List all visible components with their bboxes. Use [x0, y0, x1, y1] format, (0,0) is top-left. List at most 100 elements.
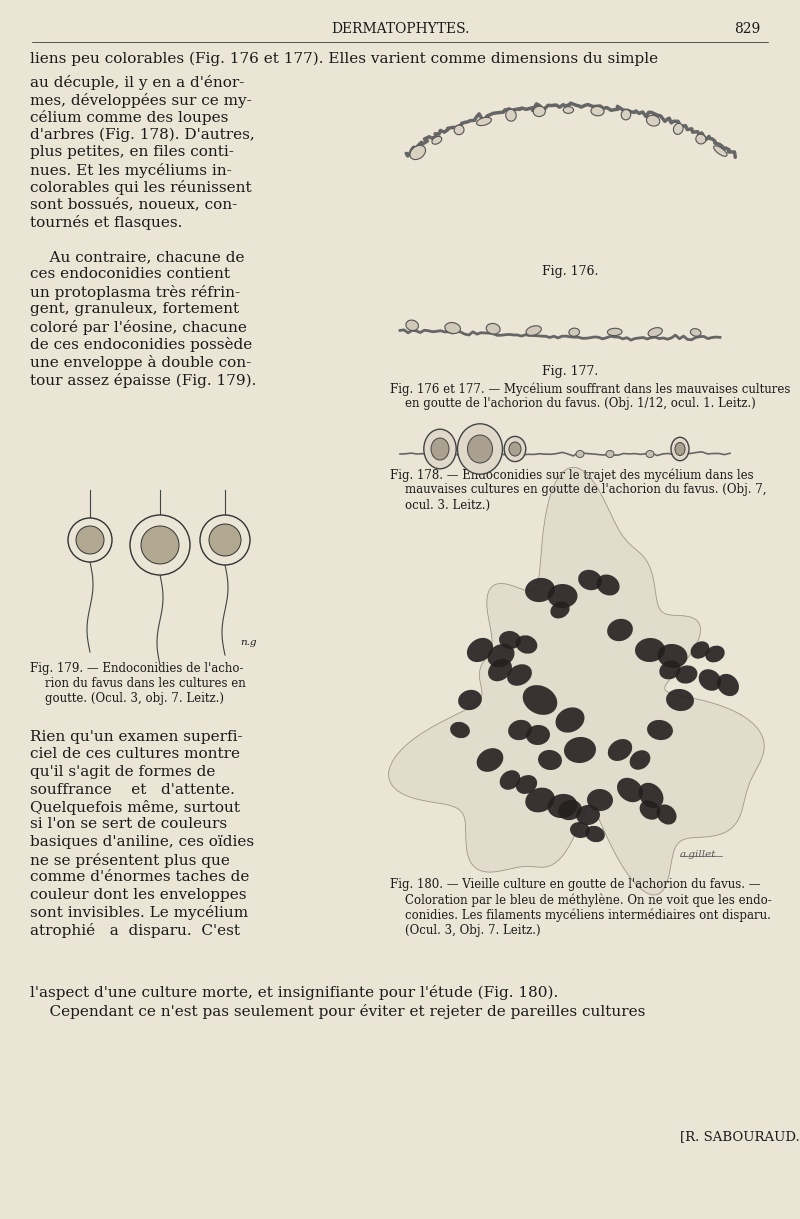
Ellipse shape [538, 750, 562, 770]
Text: Fig. 180. — Vieille culture en goutte de l'achorion du favus. —
    Coloration p: Fig. 180. — Vieille culture en goutte de… [390, 878, 772, 937]
Ellipse shape [674, 123, 683, 134]
Ellipse shape [563, 106, 574, 113]
Text: d'arbres (Fig. 178). D'autres,: d'arbres (Fig. 178). D'autres, [30, 128, 254, 141]
Text: n.g: n.g [240, 638, 257, 647]
Text: Quelquefois même, surtout: Quelquefois même, surtout [30, 800, 240, 816]
Ellipse shape [406, 321, 418, 330]
Ellipse shape [607, 619, 633, 641]
Text: colorables qui les réunissent: colorables qui les réunissent [30, 180, 252, 195]
Ellipse shape [504, 436, 526, 462]
Ellipse shape [564, 737, 596, 763]
Text: comme d'énormes taches de: comme d'énormes taches de [30, 870, 250, 884]
Ellipse shape [486, 323, 500, 334]
Ellipse shape [578, 569, 602, 590]
Ellipse shape [500, 770, 520, 790]
Ellipse shape [658, 644, 687, 668]
Ellipse shape [646, 451, 654, 457]
Ellipse shape [508, 720, 532, 740]
Text: DERMATOPHYTES.: DERMATOPHYTES. [331, 22, 469, 37]
Ellipse shape [141, 527, 179, 564]
Ellipse shape [608, 739, 632, 761]
Ellipse shape [570, 822, 590, 837]
Text: mes, développées sur ce my-: mes, développées sur ce my- [30, 93, 252, 107]
Text: nues. Et les mycéliums in-: nues. Et les mycéliums in- [30, 162, 232, 178]
Ellipse shape [487, 644, 514, 667]
Ellipse shape [526, 787, 554, 812]
Ellipse shape [450, 722, 470, 739]
Text: gent, granuleux, fortement: gent, granuleux, fortement [30, 302, 239, 317]
Ellipse shape [477, 748, 503, 772]
Ellipse shape [659, 661, 681, 679]
Ellipse shape [534, 106, 546, 117]
Ellipse shape [525, 578, 555, 602]
Ellipse shape [431, 438, 449, 460]
Text: atrophié   a  disparu.  C'est: atrophié a disparu. C'est [30, 923, 240, 937]
Ellipse shape [585, 825, 605, 842]
Ellipse shape [675, 442, 685, 456]
Ellipse shape [576, 451, 584, 457]
Ellipse shape [606, 451, 614, 457]
Ellipse shape [488, 658, 512, 681]
Text: liens peu colorables (Fig. 176 et 177). Elles varient comme dimensions du simple: liens peu colorables (Fig. 176 et 177). … [30, 52, 658, 66]
Ellipse shape [526, 325, 542, 335]
Ellipse shape [432, 137, 442, 144]
Text: Fig. 176.: Fig. 176. [542, 265, 598, 278]
Text: tournés et flasques.: tournés et flasques. [30, 215, 182, 230]
Text: Au contraire, chacune de: Au contraire, chacune de [30, 250, 245, 265]
Ellipse shape [200, 514, 250, 564]
Ellipse shape [657, 805, 677, 824]
Text: couleur dont les enveloppes: couleur dont les enveloppes [30, 887, 246, 902]
Text: qu'il s'agit de formes de: qu'il s'agit de formes de [30, 766, 215, 779]
Ellipse shape [467, 638, 493, 662]
Ellipse shape [467, 435, 493, 463]
Ellipse shape [424, 429, 456, 469]
Ellipse shape [569, 328, 579, 336]
Ellipse shape [550, 601, 570, 618]
Text: si l'on se sert de couleurs: si l'on se sert de couleurs [30, 818, 227, 831]
Polygon shape [389, 467, 764, 895]
Ellipse shape [591, 106, 604, 116]
Ellipse shape [690, 641, 710, 658]
Ellipse shape [499, 631, 521, 649]
Text: [R. SABOURAUD.]: [R. SABOURAUD.] [680, 1130, 800, 1143]
Text: un protoplasma très réfrin-: un protoplasma très réfrin- [30, 285, 240, 300]
Text: célium comme des loupes: célium comme des loupes [30, 110, 228, 126]
Ellipse shape [648, 328, 662, 336]
Ellipse shape [666, 689, 694, 711]
Ellipse shape [676, 666, 698, 684]
Text: Fig. 178. — Endoconidies sur le trajet des mycélium dans les
    mauvaises cultu: Fig. 178. — Endoconidies sur le trajet d… [390, 468, 766, 512]
Ellipse shape [706, 646, 725, 662]
Ellipse shape [547, 794, 578, 818]
Ellipse shape [555, 707, 585, 733]
Ellipse shape [607, 328, 622, 335]
Ellipse shape [410, 145, 426, 160]
Ellipse shape [671, 438, 689, 461]
Text: souffrance    et   d'attente.: souffrance et d'attente. [30, 783, 235, 796]
Ellipse shape [690, 329, 701, 336]
Ellipse shape [587, 789, 613, 811]
Text: tour assez épaisse (Fig. 179).: tour assez épaisse (Fig. 179). [30, 373, 256, 388]
Ellipse shape [68, 518, 112, 562]
Text: ces endoconidies contient: ces endoconidies contient [30, 267, 230, 282]
Ellipse shape [507, 664, 532, 686]
Ellipse shape [522, 685, 558, 714]
Text: sont invisibles. Le mycélium: sont invisibles. Le mycélium [30, 904, 248, 920]
Ellipse shape [526, 725, 550, 745]
Ellipse shape [630, 750, 650, 769]
Text: l'aspect d'une culture morte, et insignifiante pour l'étude (Fig. 180).: l'aspect d'une culture morte, et insigni… [30, 985, 558, 1000]
Text: de ces endoconidies possède: de ces endoconidies possède [30, 338, 252, 352]
Ellipse shape [547, 584, 578, 608]
Ellipse shape [458, 690, 482, 711]
Text: Fig. 176 et 177. — Mycélium souffrant dans les mauvaises cultures
    en goutte : Fig. 176 et 177. — Mycélium souffrant da… [390, 382, 790, 411]
Ellipse shape [516, 775, 537, 794]
Text: Cependant ce n'est pas seulement pour éviter et rejeter de pareilles cultures: Cependant ce n'est pas seulement pour év… [30, 1004, 646, 1019]
Ellipse shape [454, 126, 464, 134]
Ellipse shape [516, 635, 538, 653]
Ellipse shape [506, 110, 516, 121]
Ellipse shape [445, 323, 461, 334]
Ellipse shape [696, 134, 706, 144]
Ellipse shape [458, 424, 502, 474]
Ellipse shape [76, 527, 104, 553]
Text: Rien qu'un examen superfi-: Rien qu'un examen superfi- [30, 730, 242, 744]
Ellipse shape [714, 146, 727, 156]
